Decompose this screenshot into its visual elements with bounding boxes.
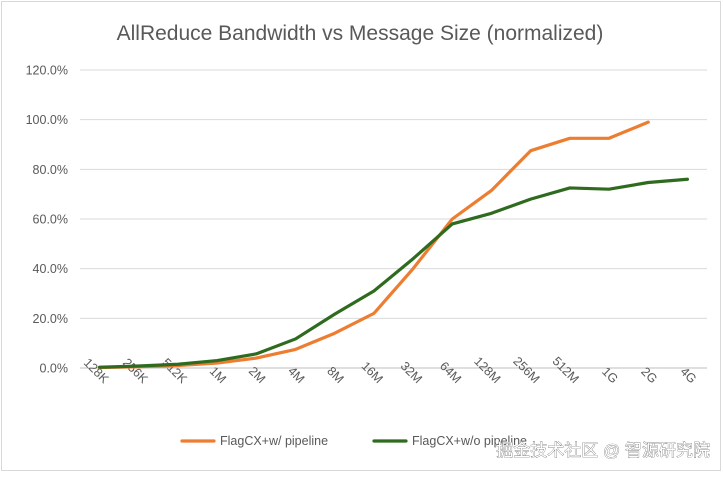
- x-axis-ticks: 128K 256K 512K 1M 2M 4M 8M 16M 32M 64M 128M 256M 512…: [81, 354, 699, 386]
- series-line-1: [97, 120, 650, 370]
- chart-svg: AllReduce Bandwidth vs Message Size (nor…: [26, 22, 711, 460]
- x-tick-label: 32M: [398, 359, 425, 386]
- series-layer: [97, 120, 690, 370]
- y-tick-label: 60.0%: [33, 213, 68, 227]
- x-tick-label: 128M: [471, 354, 503, 386]
- chart-frame: AllReduce Bandwidth vs Message Size (nor…: [1, 1, 721, 471]
- x-tick-label: 4M: [285, 364, 307, 386]
- series-line-2: [97, 177, 690, 369]
- legend-label: FlagCX+w/ pipeline: [220, 434, 328, 448]
- x-tick-label: 16M: [359, 359, 386, 386]
- watermark-text: 掘金技术社区 @ 智源研究院: [496, 441, 710, 460]
- y-tick-label: 40.0%: [33, 262, 68, 276]
- x-tick-label: 128K: [81, 356, 112, 387]
- x-tick-label: 64M: [437, 359, 464, 386]
- x-tick-label: 512K: [159, 356, 190, 387]
- legend-label: FlagCX+w/o pipeline: [412, 434, 527, 448]
- y-tick-label: 0.0%: [40, 362, 69, 376]
- x-tick-label: 8M: [324, 364, 346, 386]
- y-tick-label: 20.0%: [33, 312, 68, 326]
- x-tick-label: 2M: [246, 364, 268, 386]
- chart-title: AllReduce Bandwidth vs Message Size (nor…: [117, 22, 604, 45]
- x-tick-label: 256K: [120, 356, 151, 387]
- x-tick-label: 1M: [207, 364, 229, 386]
- x-tick-label: 512M: [550, 354, 582, 386]
- grid-layer: [80, 69, 707, 369]
- y-tick-label: 120.0%: [26, 64, 68, 78]
- legend: FlagCX+w/ pipeline FlagCX+w/o pipeline: [180, 434, 527, 448]
- y-tick-label: 80.0%: [33, 163, 68, 177]
- y-axis-ticks: 0.0% 20.0% 40.0% 60.0% 80.0% 100.0% 120.0%: [26, 64, 68, 376]
- x-tick-label: 256M: [510, 354, 542, 386]
- y-tick-label: 100.0%: [26, 113, 68, 127]
